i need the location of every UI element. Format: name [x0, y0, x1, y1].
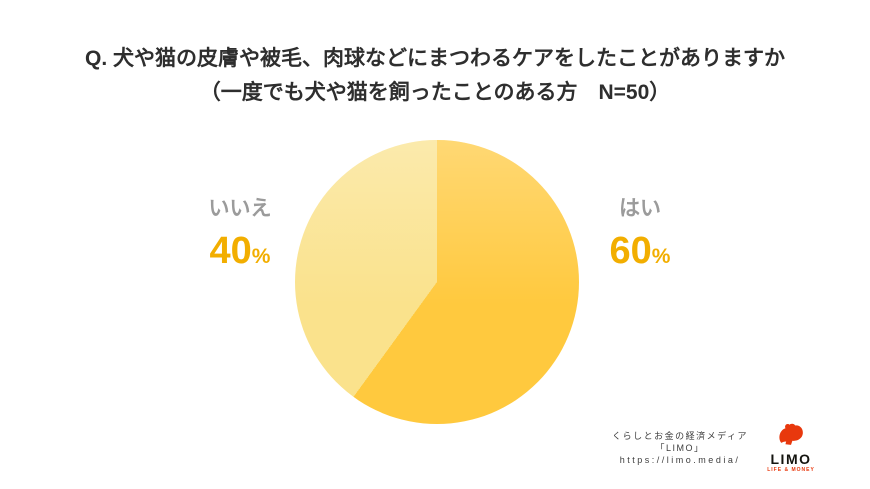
- percent-sign: %: [251, 245, 271, 268]
- limo-logo-subtext: LIFE & MONEY: [767, 467, 815, 473]
- slice-value-no: 40%: [209, 230, 271, 272]
- pie-chart: [295, 140, 579, 424]
- footer: くらしとお金の経済メディア 「LIMO」 https://limo.media/…: [612, 422, 818, 473]
- chart-title-line2: （一度でも犬や猫を飼ったことのある方 N=50）: [199, 81, 671, 104]
- squirrel-icon: [777, 422, 805, 452]
- slice-label-yes-text: はい: [619, 197, 661, 220]
- chart-title: Q. 犬や猫の皮膚や被毛、肉球などにまつわるケアをしたことがありますか （一度で…: [0, 42, 870, 110]
- footer-credit-line2: 「LIMO」: [655, 442, 705, 453]
- footer-url: https://limo.media/: [619, 454, 741, 465]
- footer-credit-line1: くらしとお金の経済メディア: [612, 430, 748, 441]
- slice-value-yes: 60%: [609, 230, 671, 272]
- limo-logo-text: LIMO: [770, 451, 812, 467]
- slice-label-yes: はい 60%: [565, 192, 715, 270]
- footer-credit: くらしとお金の経済メディア 「LIMO」 https://limo.media/: [612, 430, 748, 466]
- slice-label-no-text: いいえ: [208, 197, 272, 220]
- limo-logo: LIMO LIFE & MONEY: [764, 422, 818, 473]
- percent-sign: %: [651, 245, 671, 268]
- chart-title-line1: Q. 犬や猫の皮膚や被毛、肉球などにまつわるケアをしたことがありますか: [84, 47, 785, 70]
- slice-label-no: いいえ 40%: [165, 192, 315, 270]
